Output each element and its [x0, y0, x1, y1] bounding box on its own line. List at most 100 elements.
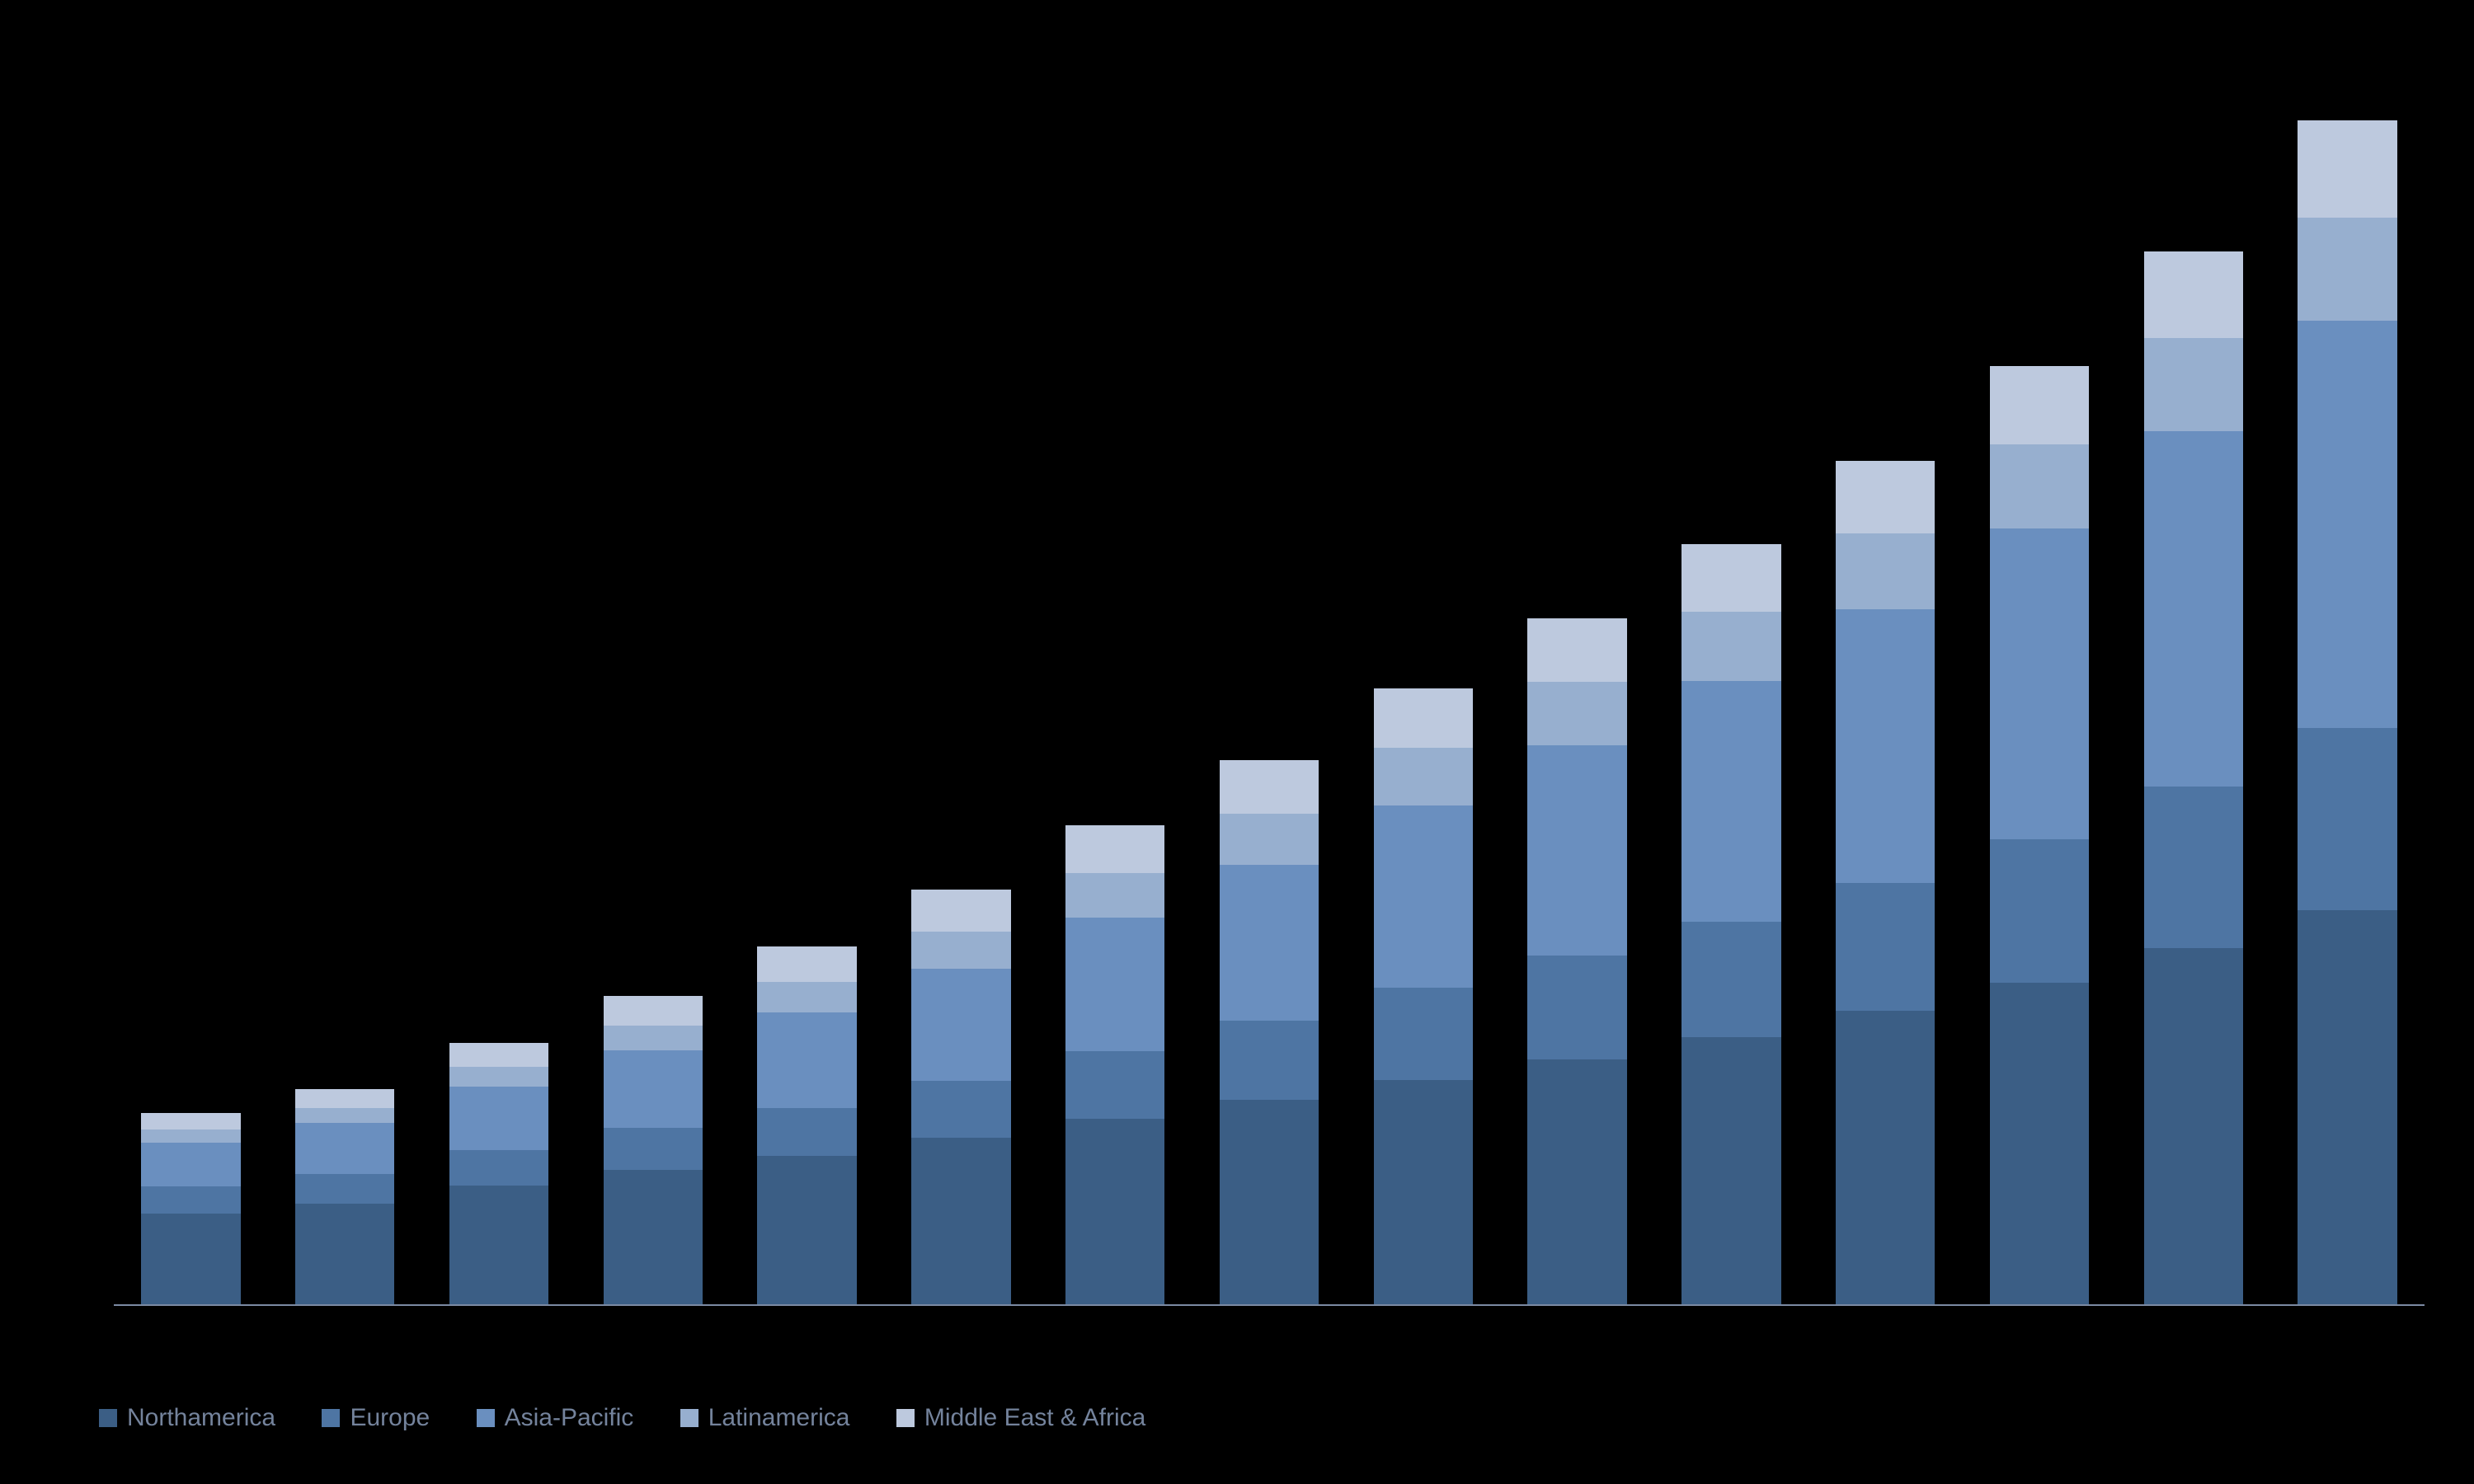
bar-segment [449, 1150, 548, 1186]
bar-segment [449, 1067, 548, 1087]
bar-segment [1527, 682, 1626, 745]
bar-segment [1065, 873, 1164, 917]
bar-segment [295, 1204, 394, 1304]
bar-column [1065, 45, 1164, 1304]
bar-segment [757, 1012, 856, 1107]
legend-swatch [680, 1409, 698, 1427]
bar-segment [911, 1081, 1010, 1137]
bar-column [604, 45, 703, 1304]
legend-item: Asia-Pacific [477, 1404, 634, 1432]
bar-segment [2144, 787, 2243, 948]
bar-segment [2144, 431, 2243, 787]
bar-column [2144, 45, 2243, 1304]
bar-column [2298, 45, 2396, 1304]
bar-segment [1836, 533, 1935, 609]
bar-column [1990, 45, 2089, 1304]
bar-segment [911, 1138, 1010, 1304]
bar-segment [295, 1089, 394, 1107]
bar-segment [1836, 1011, 1935, 1304]
bar-segment [295, 1108, 394, 1124]
bar-segment [1681, 612, 1780, 681]
bar-segment [1374, 988, 1473, 1080]
bar-segment [1374, 1080, 1473, 1304]
bar-segment [1681, 922, 1780, 1037]
bar-segment [1836, 609, 1935, 882]
bar-column [1681, 45, 1780, 1304]
bar-segment [141, 1143, 240, 1186]
bar-segment [604, 1050, 703, 1128]
legend-item: Middle East & Africa [896, 1404, 1145, 1432]
legend-swatch [322, 1409, 340, 1427]
bar-segment [1527, 618, 1626, 682]
legend: Northamerica Europe Asia-Pacific Latinameri… [99, 1404, 2425, 1432]
legend-swatch [896, 1409, 915, 1427]
bar-segment [1681, 681, 1780, 922]
bar-segment [1065, 1051, 1164, 1119]
bar-segment [1990, 528, 2089, 839]
bar-segment [1220, 760, 1319, 815]
bar-segment [141, 1214, 240, 1304]
bar-segment [2144, 948, 2243, 1304]
bar-segment [604, 1128, 703, 1170]
bar-segment [449, 1087, 548, 1150]
bar-segment [141, 1129, 240, 1143]
bar-segment [2144, 251, 2243, 339]
bar-segment [911, 969, 1010, 1082]
bar-segment [1990, 366, 2089, 445]
bar-segment [1220, 814, 1319, 865]
legend-label: Middle East & Africa [924, 1404, 1145, 1432]
bar-segment [1374, 805, 1473, 988]
bar-segment [1220, 1021, 1319, 1100]
bar-segment [1065, 825, 1164, 873]
legend-label: Asia-Pacific [505, 1404, 634, 1432]
bar-segment [1990, 983, 2089, 1304]
bar-segment [1374, 688, 1473, 748]
bar-segment [295, 1174, 394, 1204]
legend-item: Europe [322, 1404, 430, 1432]
bar-segment [1374, 748, 1473, 806]
plot-area [114, 45, 2425, 1306]
legend-swatch [477, 1409, 495, 1427]
bar-segment [2298, 728, 2396, 910]
legend-label: Latinamerica [708, 1404, 850, 1432]
bar-segment [449, 1186, 548, 1304]
bar-segment [1990, 444, 2089, 528]
bar-segment [141, 1113, 240, 1129]
bar-column [911, 45, 1010, 1304]
legend-label: Europe [350, 1404, 430, 1432]
bar-column [1836, 45, 1935, 1304]
bar-segment [604, 1026, 703, 1050]
bar-segment [1681, 544, 1780, 612]
bar-column [449, 45, 548, 1304]
bar-segment [1527, 956, 1626, 1060]
bar-segment [1527, 745, 1626, 955]
legend-item: Latinamerica [680, 1404, 850, 1432]
legend-swatch [99, 1409, 117, 1427]
bar-segment [141, 1186, 240, 1213]
bar-column [757, 45, 856, 1304]
bar-segment [1836, 461, 1935, 533]
bar-segment [1681, 1037, 1780, 1304]
bar-segment [757, 982, 856, 1012]
bar-column [1220, 45, 1319, 1304]
stacked-bar-chart: Northamerica Europe Asia-Pacific Latinameri… [0, 0, 2474, 1484]
bar-segment [911, 890, 1010, 932]
bar-segment [604, 996, 703, 1026]
bar-segment [757, 1156, 856, 1304]
bar-segment [2298, 321, 2396, 728]
bar-segment [2298, 218, 2396, 321]
bar-segment [1527, 1059, 1626, 1304]
bar-segment [604, 1170, 703, 1304]
bar-segment [1065, 918, 1164, 1052]
bar-column [141, 45, 240, 1304]
bar-segment [1065, 1119, 1164, 1304]
bar-segment [1220, 865, 1319, 1021]
bar-segment [757, 1108, 856, 1156]
bar-segment [2298, 910, 2396, 1304]
bar-segment [2298, 120, 2396, 218]
bar-segment [295, 1123, 394, 1174]
legend-item: Northamerica [99, 1404, 275, 1432]
bar-column [1527, 45, 1626, 1304]
bar-segment [757, 946, 856, 982]
bar-segment [911, 932, 1010, 969]
